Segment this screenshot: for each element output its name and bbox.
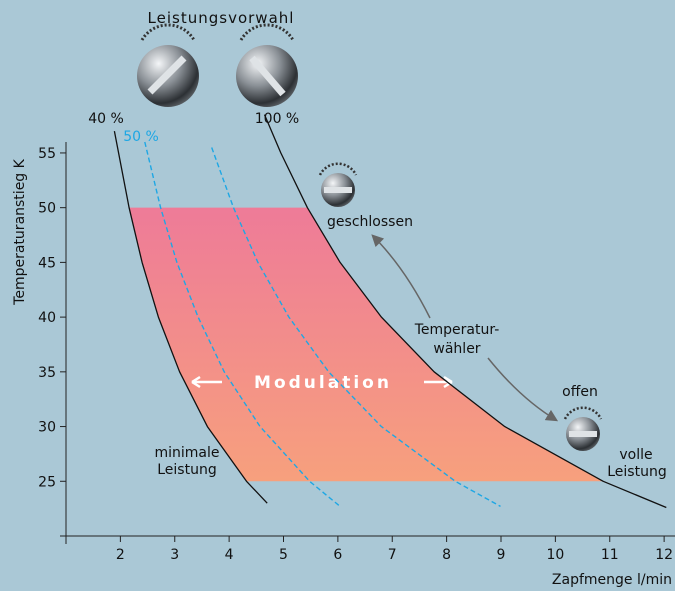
band-layer: [129, 208, 603, 482]
x-axis-label: Zapfmenge l/min: [552, 572, 672, 588]
y-tick-label: 45: [38, 255, 56, 271]
x-tick-label: 11: [601, 547, 619, 563]
arrow: [488, 358, 556, 420]
y-tick-label: 50: [38, 201, 56, 217]
annotation: Temperatur-: [414, 322, 500, 338]
annotation: volle: [619, 447, 652, 463]
y-tick-label: 25: [38, 474, 56, 490]
y-tick-label: 30: [38, 420, 56, 436]
x-tick-label: 6: [333, 547, 342, 563]
annotation: minimale: [154, 445, 219, 461]
x-tick-label: 12: [655, 547, 673, 563]
y-axis-label: Temperaturanstieg K: [12, 158, 28, 305]
knob-scale: [142, 25, 194, 40]
curve-label: 100 %: [255, 111, 299, 127]
curve-label: 50 %: [123, 129, 159, 145]
x-tick-label: 5: [279, 547, 288, 563]
curve-label: 40 %: [88, 111, 124, 127]
x-tick-label: 4: [225, 547, 234, 563]
chart-title: Leistungsvorwahl: [148, 9, 295, 27]
knob-scale: [241, 25, 293, 40]
y-tick-label: 55: [38, 146, 56, 162]
annotation: geschlossen: [327, 214, 413, 230]
x-tick-label: 7: [388, 547, 397, 563]
annotation: wähler: [433, 341, 480, 357]
y-tick-label: 40: [38, 310, 56, 326]
band-label: Modulation: [254, 373, 392, 393]
x-tick-label: 9: [497, 547, 506, 563]
annotation: Leistung: [607, 464, 666, 480]
annotation: Leistung: [157, 462, 216, 478]
y-tick-label: 35: [38, 365, 56, 381]
x-tick-label: 10: [546, 547, 564, 563]
x-tick-label: 2: [116, 547, 125, 563]
annotation: offen: [562, 384, 598, 400]
x-tick-label: 3: [170, 547, 179, 563]
chart: Modulation Leistungsvorwahl Zapfmenge l/…: [0, 0, 675, 591]
modulation-band: [129, 208, 603, 482]
arrow: [373, 236, 430, 318]
x-tick-label: 8: [442, 547, 451, 563]
